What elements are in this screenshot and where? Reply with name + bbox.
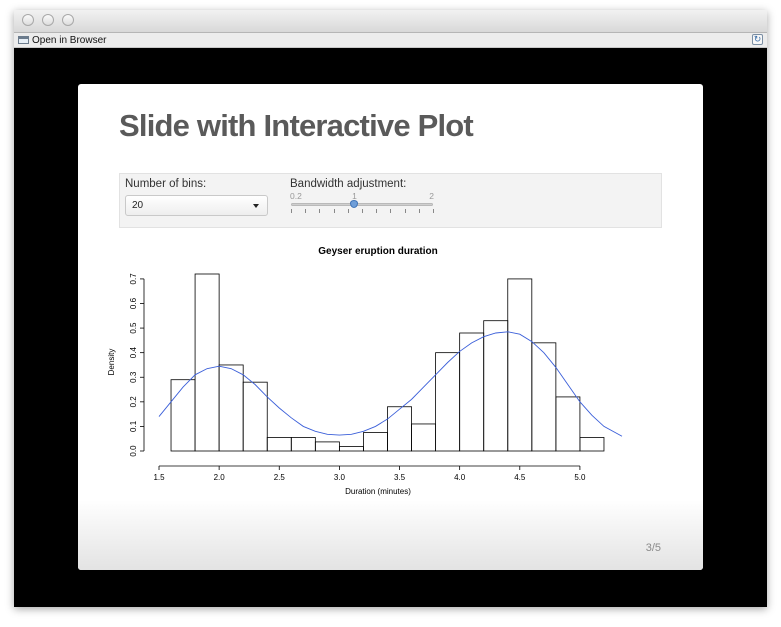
x-tick-label: 2.0 bbox=[214, 473, 226, 482]
bandwidth-label: Bandwidth adjustment: bbox=[290, 178, 407, 190]
chart-title: Geyser eruption duration bbox=[318, 246, 437, 257]
slider-tick bbox=[347, 209, 349, 213]
histogram-bar bbox=[531, 342, 557, 452]
histogram-bar bbox=[459, 332, 485, 452]
histogram-bar bbox=[387, 406, 412, 452]
slider-tick bbox=[433, 209, 434, 213]
histogram-bar bbox=[555, 396, 581, 452]
bandwidth-slider[interactable]: 0.2 1 2 bbox=[290, 191, 436, 221]
browser-window-icon bbox=[18, 36, 29, 44]
density-curve bbox=[158, 331, 623, 437]
histogram-bar bbox=[483, 320, 509, 452]
bandwidth-value-label: 1 bbox=[352, 191, 357, 201]
slider-tick bbox=[319, 209, 321, 213]
histogram-plot: Geyser eruption duration 1.5 2.0 2.5 3.0 3.5 4… bbox=[107, 246, 623, 496]
bins-selected-value: 20 bbox=[132, 200, 144, 211]
x-tick-label: 5.0 bbox=[574, 473, 586, 482]
histogram-bar bbox=[363, 432, 388, 452]
y-tick-label: 0.1 bbox=[129, 420, 138, 432]
x-tick-label: 2.5 bbox=[274, 473, 286, 482]
slide-page-number: 3/5 bbox=[645, 542, 661, 554]
y-tick-label: 0.2 bbox=[129, 396, 138, 408]
slider-tick bbox=[390, 209, 392, 213]
x-tick-label: 4.5 bbox=[514, 473, 526, 482]
x-tick-label: 1.5 bbox=[153, 473, 165, 482]
y-tick-label: 0.6 bbox=[129, 297, 138, 309]
slider-tick bbox=[291, 209, 292, 213]
slide-title: Slide with Interactive Plot bbox=[119, 108, 474, 143]
histogram-bar bbox=[507, 278, 533, 452]
refresh-icon[interactable]: ↻ bbox=[752, 34, 763, 45]
slider-tick bbox=[376, 209, 378, 213]
slider-track[interactable] bbox=[291, 203, 433, 206]
histogram-bar bbox=[242, 381, 268, 452]
bandwidth-max-label: 2 bbox=[429, 191, 434, 201]
presentation-slide: Slide with Interactive Plot Number of bi… bbox=[78, 84, 703, 570]
slider-ticks bbox=[290, 209, 436, 215]
input-panel: Number of bins: 20 Bandwidth adjustment:… bbox=[119, 173, 662, 228]
open-in-browser-button[interactable]: Open in Browser bbox=[18, 33, 106, 47]
histogram-bar bbox=[579, 437, 605, 452]
histogram-bar bbox=[435, 352, 461, 452]
slider-tick bbox=[305, 209, 307, 213]
histogram-bar bbox=[314, 441, 340, 452]
y-axis-title: Density bbox=[107, 349, 116, 376]
zoom-window-button[interactable] bbox=[62, 14, 74, 26]
histogram-bar bbox=[170, 379, 196, 452]
x-tick-label: 3.5 bbox=[394, 473, 406, 482]
y-tick-label: 0.4 bbox=[129, 347, 138, 359]
slider-handle[interactable] bbox=[350, 200, 359, 208]
x-axis-title: Duration (minutes) bbox=[345, 487, 411, 496]
slider-tick bbox=[333, 209, 335, 213]
bins-select[interactable]: 20 bbox=[125, 195, 268, 216]
histogram-bar bbox=[290, 437, 316, 452]
open-in-browser-label: Open in Browser bbox=[32, 34, 107, 46]
slider-tick bbox=[418, 209, 420, 213]
slider-tick bbox=[404, 209, 406, 213]
histogram-bar bbox=[266, 437, 292, 452]
y-tick-label: 0.3 bbox=[129, 371, 138, 383]
minimize-window-button[interactable] bbox=[42, 14, 54, 26]
histogram-bar bbox=[218, 364, 244, 452]
app-window: Open in Browser ↻ Slide with Interactive… bbox=[14, 10, 767, 607]
viewer-toolbar: Open in Browser ↻ bbox=[14, 33, 767, 48]
bins-label: Number of bins: bbox=[125, 178, 207, 190]
close-window-button[interactable] bbox=[22, 14, 34, 26]
y-tick-label: 0.5 bbox=[129, 322, 138, 334]
y-tick-label: 0.0 bbox=[129, 445, 138, 457]
x-tick-label: 3.0 bbox=[334, 473, 346, 482]
histogram-bar bbox=[338, 446, 364, 452]
title-bar bbox=[14, 10, 767, 33]
bandwidth-min-label: 0.2 bbox=[290, 191, 302, 201]
y-tick-label: 0.7 bbox=[129, 273, 138, 285]
histogram-bar bbox=[194, 273, 220, 452]
slider-tick bbox=[362, 209, 363, 213]
slide-footer-gradient bbox=[78, 500, 703, 570]
chevron-down-icon bbox=[253, 204, 259, 208]
histogram-bar bbox=[411, 423, 437, 452]
x-tick-label: 4.0 bbox=[454, 473, 466, 482]
